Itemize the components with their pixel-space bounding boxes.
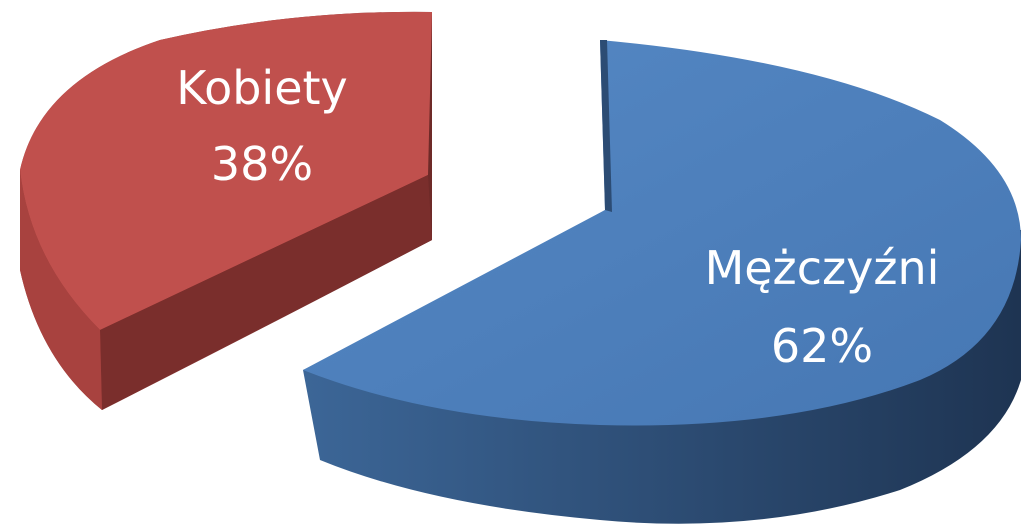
slice-mezczyzni-inner-edge (600, 40, 612, 212)
slice-mezczyzni-top (303, 40, 1021, 426)
slice-kobiety-outer-edge (20, 170, 102, 410)
label-kobiety: Kobiety (176, 61, 348, 115)
slice-mezczyzni (303, 40, 1021, 524)
label-mezczyzni: Mężczyźni (705, 241, 940, 295)
slice-kobiety-top (20, 11, 432, 330)
slice-kobiety-front-face (100, 175, 432, 410)
value-label-mezczyzni: 62% (771, 319, 873, 373)
slice-kobiety (20, 11, 432, 410)
value-label-kobiety: 38% (211, 137, 313, 191)
